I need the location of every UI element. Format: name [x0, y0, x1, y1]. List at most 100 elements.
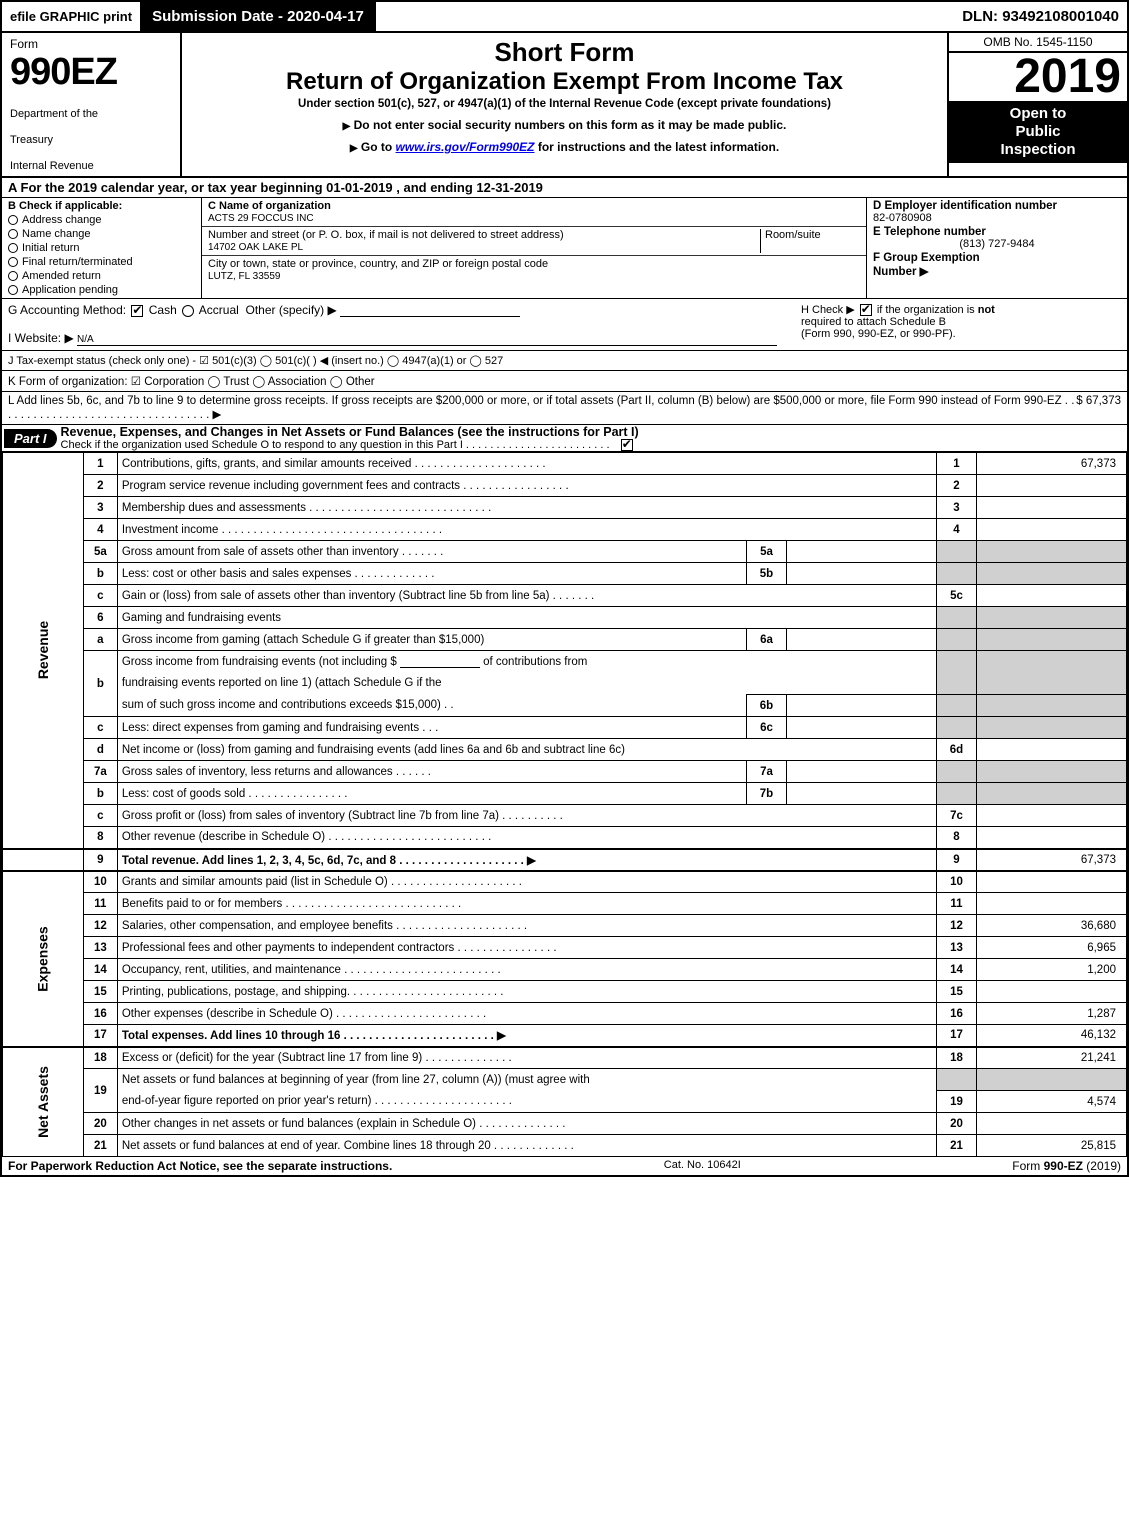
col-num: 4	[937, 519, 977, 541]
efile-label: efile GRAPHIC print	[2, 7, 140, 26]
chk-label: Final return/terminated	[22, 256, 133, 268]
insp-1: Open to	[1010, 105, 1067, 122]
chk-schedule-o[interactable]	[621, 439, 633, 451]
line-num: 15	[83, 981, 117, 1003]
g-cash: Cash	[149, 303, 177, 317]
short-form: Short Form	[186, 37, 943, 68]
chk-application-pending[interactable]: Application pending	[8, 284, 195, 296]
line-desc: Net income or (loss) from gaming and fun…	[117, 739, 936, 761]
chk-amended-return[interactable]: Amended return	[8, 270, 195, 282]
header-right: OMB No. 1545-1150 2019 Open to Public In…	[947, 33, 1127, 176]
chk-schedule-b[interactable]	[860, 304, 872, 316]
line-desc: Net assets or fund balances at end of ye…	[117, 1135, 936, 1157]
table-row: sum of such gross income and contributio…	[3, 695, 1127, 717]
line-num: 12	[83, 915, 117, 937]
line-num: 8	[83, 827, 117, 849]
col-num: 1	[937, 453, 977, 475]
col-num: 10	[937, 871, 977, 893]
line-value	[977, 805, 1127, 827]
shaded-cell	[937, 541, 977, 563]
insp-3: Inspection	[1000, 141, 1075, 158]
insp-2: Public	[1015, 123, 1060, 140]
chk-initial-return[interactable]: Initial return	[8, 242, 195, 254]
header-center: Short Form Return of Organization Exempt…	[182, 33, 947, 176]
chk-address-change[interactable]: Address change	[8, 214, 195, 226]
row-h: H Check ▶ if the organization is not req…	[801, 303, 1121, 346]
total-expenses-value: 46,132	[977, 1025, 1127, 1047]
line-num: 21	[83, 1135, 117, 1157]
line-value	[977, 585, 1127, 607]
line-value: 4,574	[977, 1091, 1127, 1113]
line-num: 18	[83, 1047, 117, 1069]
col-num: 7c	[937, 805, 977, 827]
dept-line-2: Treasury	[10, 134, 172, 146]
line-num: 2	[83, 475, 117, 497]
line-num: c	[83, 717, 117, 739]
line-value: 1,200	[977, 959, 1127, 981]
col-num: 6d	[937, 739, 977, 761]
netassets-sidebar: Net Assets	[3, 1047, 84, 1157]
main-table: Revenue 1Contributions, gifts, grants, a…	[2, 452, 1127, 1157]
line-value: 67,373	[977, 453, 1127, 475]
col-num: 3	[937, 497, 977, 519]
radio-accrual[interactable]	[182, 305, 194, 317]
form-title: Return of Organization Exempt From Incom…	[186, 68, 943, 96]
table-row: Net Assets 18Excess or (deficit) for the…	[3, 1047, 1127, 1069]
mid-value	[787, 783, 937, 805]
part-1-sub: Check if the organization used Schedule …	[61, 439, 639, 451]
line-num: 6	[83, 607, 117, 629]
line-num: 7a	[83, 761, 117, 783]
line-num: 5a	[83, 541, 117, 563]
mid-num: 7b	[747, 783, 787, 805]
line-num: 17	[83, 1025, 117, 1047]
h-text-3: (Form 990, 990-EZ, or 990-PF).	[801, 328, 956, 340]
radio-icon	[8, 271, 18, 281]
g-other-input[interactable]	[340, 305, 520, 317]
row-l-amount: $ 67,373	[1076, 395, 1121, 421]
chk-cash[interactable]	[131, 305, 143, 317]
mid-value	[787, 761, 937, 783]
col-num: 13	[937, 937, 977, 959]
revenue-sidebar: Revenue	[3, 453, 84, 849]
table-row: 21Net assets or fund balances at end of …	[3, 1135, 1127, 1157]
line-num: 10	[83, 871, 117, 893]
shaded-cell	[937, 717, 977, 739]
chk-name-change[interactable]: Name change	[8, 228, 195, 240]
line-num: 11	[83, 893, 117, 915]
footer-center: Cat. No. 10642I	[392, 1159, 1012, 1173]
revenue-label: Revenue	[35, 621, 51, 679]
col-num: 14	[937, 959, 977, 981]
line-desc: Investment income . . . . . . . . . . . …	[117, 519, 936, 541]
chk-final-return[interactable]: Final return/terminated	[8, 256, 195, 268]
line-desc: Printing, publications, postage, and shi…	[117, 981, 936, 1003]
line-desc: Gain or (loss) from sale of assets other…	[117, 585, 936, 607]
line-desc: Less: cost of goods sold . . . . . . . .…	[117, 783, 746, 805]
line-value	[977, 981, 1127, 1003]
line-desc: Salaries, other compensation, and employ…	[117, 915, 936, 937]
radio-icon	[8, 285, 18, 295]
col-num: 20	[937, 1113, 977, 1135]
part-1-sub-text: Check if the organization used Schedule …	[61, 439, 610, 451]
f-label: F Group ExemptionNumber ▶	[873, 252, 1121, 278]
radio-icon	[8, 229, 18, 239]
line-desc: Other revenue (describe in Schedule O) .…	[117, 827, 936, 849]
line-desc: Professional fees and other payments to …	[117, 937, 936, 959]
table-row: 13Professional fees and other payments t…	[3, 937, 1127, 959]
line-num: a	[83, 629, 117, 651]
shaded-cell	[977, 761, 1127, 783]
line-6b-blank[interactable]	[400, 656, 480, 668]
line-num: 1	[83, 453, 117, 475]
shaded-cell	[937, 695, 977, 717]
table-row: 8Other revenue (describe in Schedule O) …	[3, 827, 1127, 849]
line-desc: end-of-year figure reported on prior yea…	[117, 1091, 936, 1113]
h-text-2: required to attach Schedule B	[801, 316, 946, 328]
mid-num: 5b	[747, 563, 787, 585]
footer-right: Form 990-EZ (2019)	[1012, 1159, 1121, 1173]
mid-value	[787, 563, 937, 585]
line-desc: Gross sales of inventory, less returns a…	[117, 761, 746, 783]
row-g: G Accounting Method: Cash Accrual Other …	[8, 303, 801, 346]
irs-link[interactable]: www.irs.gov/Form990EZ	[396, 140, 535, 154]
shaded-cell	[937, 563, 977, 585]
shaded-cell	[937, 761, 977, 783]
h-label: H Check ▶	[801, 304, 855, 316]
